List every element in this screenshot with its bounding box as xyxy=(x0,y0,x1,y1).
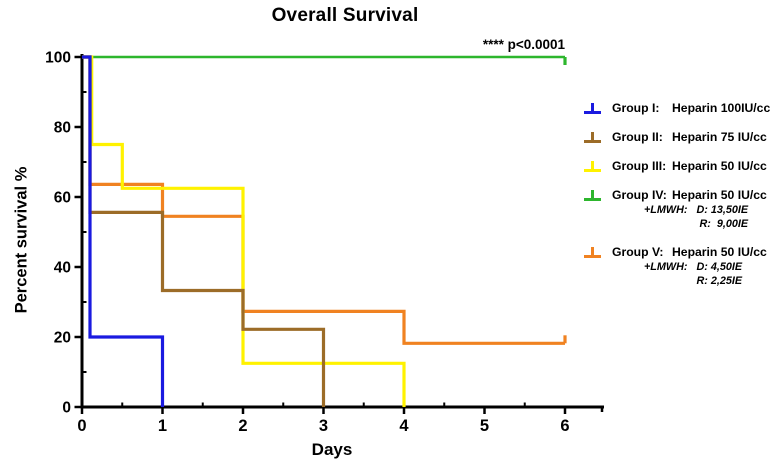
legend-treatment-label: Heparin 75 IU/cc xyxy=(672,130,767,144)
x-tick-label: 5 xyxy=(480,417,489,435)
x-axis-label: Days xyxy=(311,440,353,459)
legend-item-group-ii: Group II: Heparin 75 IU/cc xyxy=(584,129,770,145)
legend-item-group-iv: Group IV: Heparin 50 IU/cc +LMWH: D: 13,50… xyxy=(584,187,770,231)
survival-curve-group-v xyxy=(82,55,565,345)
survival-step-symbol-icon xyxy=(584,131,601,143)
significance-annotation: **** p<0.0001 xyxy=(482,37,565,52)
x-tick-label: 6 xyxy=(560,417,569,435)
y-tick-label: 20 xyxy=(54,330,71,347)
legend-group-label: Group II: xyxy=(612,130,663,144)
legend-group-label: Group I: xyxy=(612,101,660,115)
y-tick-label: 100 xyxy=(45,50,71,67)
legend-group-label: Group IV: xyxy=(612,188,667,202)
survival-curve-group-ii xyxy=(82,55,326,407)
y-tick-label: 60 xyxy=(54,190,71,207)
survival-step-symbol-icon xyxy=(584,189,601,201)
legend-item-group-i: Group I: Heparin 100IU/cc xyxy=(584,100,770,116)
legend: Group I: Heparin 100IU/cc Group II: Heparin… xyxy=(584,100,770,301)
chart-title: Overall Survival xyxy=(271,5,419,26)
y-tick-label: 0 xyxy=(62,400,71,417)
legend-treatment-label: Heparin 50 IU/cc xyxy=(672,245,767,259)
legend-group-label: Group V: xyxy=(612,245,664,259)
legend-treatment-label: Heparin 100IU/cc xyxy=(672,101,771,115)
survival-step-symbol-icon xyxy=(584,160,601,172)
survival-curve-group-i xyxy=(82,55,165,407)
x-tick-label: 4 xyxy=(399,417,409,435)
legend-lmwh-doses: +LMWH: D: 13,50IE R: 9,00IE xyxy=(644,204,749,230)
x-tick-label: 2 xyxy=(238,417,247,435)
legend-item-group-iii: Group III: Heparin 50 IU/cc xyxy=(584,158,770,174)
x-tick-label: 0 xyxy=(77,417,86,435)
survival-step-symbol-icon xyxy=(584,102,601,114)
legend-item-group-v: Group V: Heparin 50 IU/cc +LMWH: D: 4,50IE… xyxy=(584,244,770,288)
survival-step-symbol-icon xyxy=(584,246,601,258)
y-tick-label: 40 xyxy=(54,260,71,277)
legend-treatment-label: Heparin 50 IU/cc xyxy=(672,188,767,202)
x-tick-label: 1 xyxy=(158,417,167,435)
survival-curve-group-iii xyxy=(82,55,406,407)
legend-group-label: Group III: xyxy=(612,159,667,173)
y-tick-label: 80 xyxy=(54,120,71,137)
x-tick-label: 3 xyxy=(319,417,328,435)
legend-treatment-label: Heparin 50 IU/cc xyxy=(672,159,767,173)
legend-lmwh-doses: +LMWH: D: 4,50IE R: 2,25IE xyxy=(644,261,743,287)
